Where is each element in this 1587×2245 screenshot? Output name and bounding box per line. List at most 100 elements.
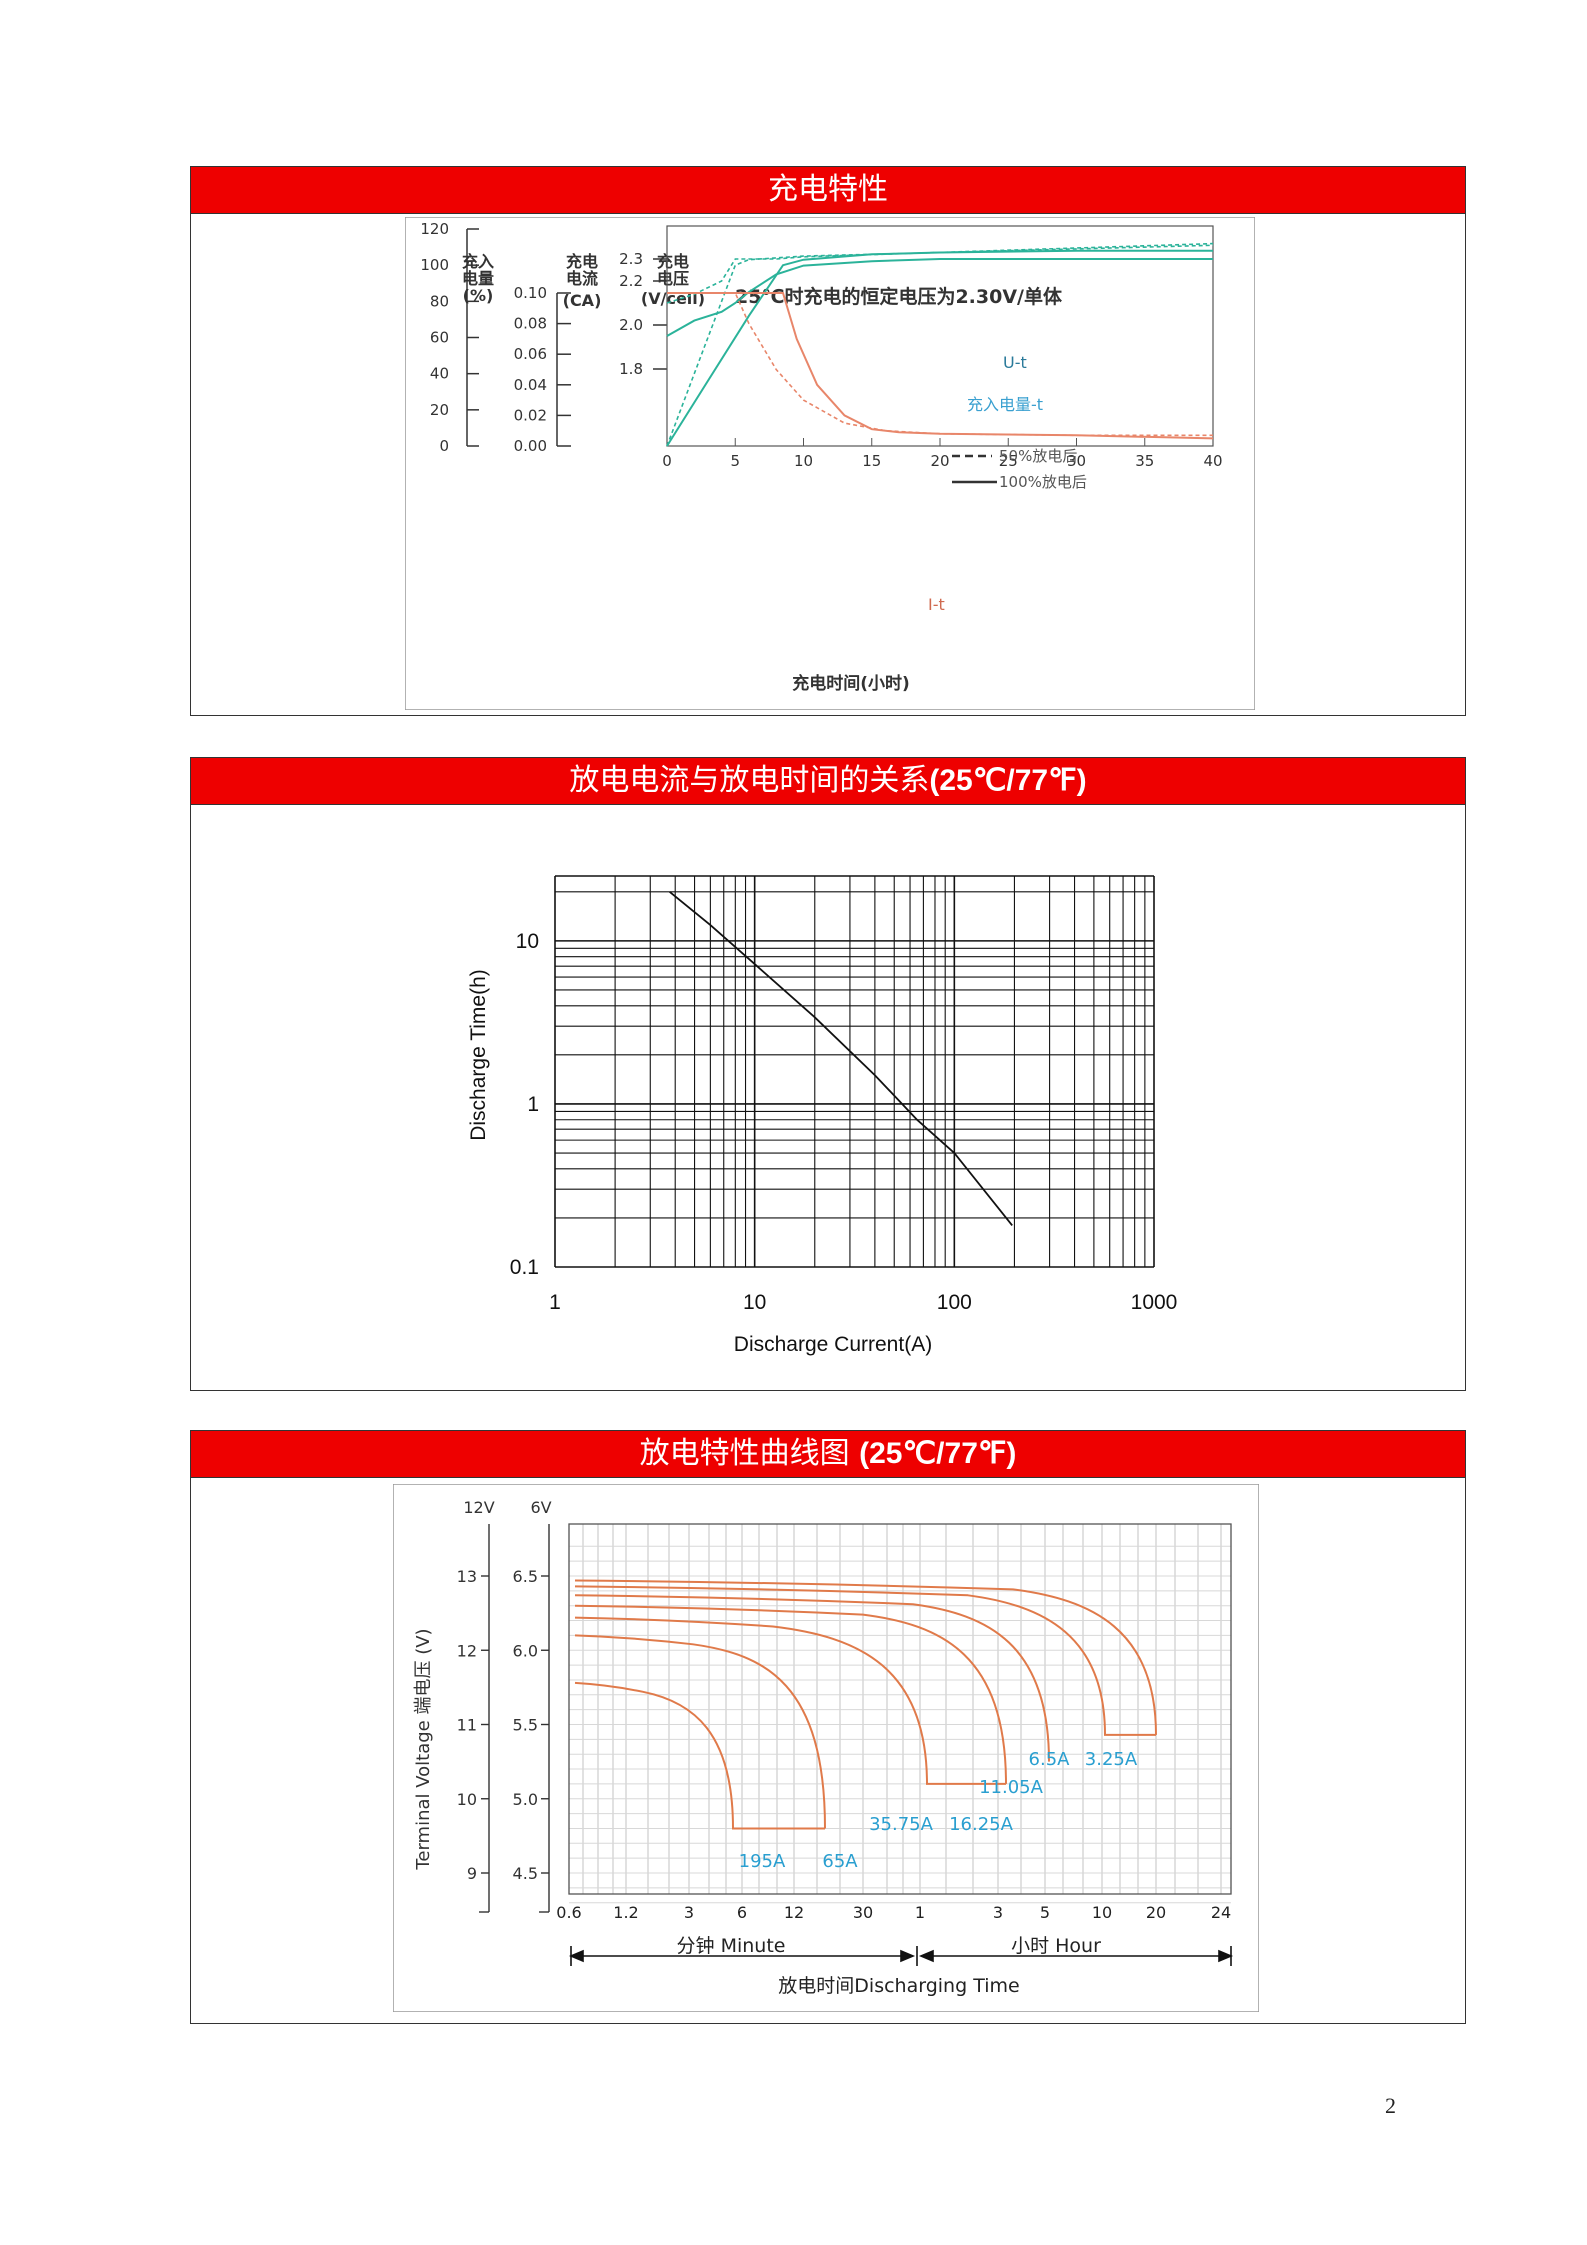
x-tick-label: 20 xyxy=(930,452,949,470)
voltage-tick-label: 2.3 xyxy=(619,250,643,268)
x-axis-label: Discharge Current(A) xyxy=(734,1333,932,1356)
voltage-tick-label: 2.0 xyxy=(619,316,643,334)
discharge-curve-labels: 195A 65A 35.75A 16.25A 11.05A 6.5A 3.25A xyxy=(739,1749,1138,1872)
y-tick-label: 0.1 xyxy=(510,1256,539,1279)
section-title-suffix: (25℃/77℉) xyxy=(859,1437,1017,1470)
x-tick-label: 20 xyxy=(1146,1903,1166,1922)
x-tick-label: 1 xyxy=(549,1291,561,1314)
axis-label-voltage-1: 充电 xyxy=(657,252,689,271)
curve-11.05A xyxy=(574,1594,1050,1762)
axis-label-charge-3: (%) xyxy=(463,286,494,305)
curve-3.25A xyxy=(574,1579,1157,1735)
curve-16.25A xyxy=(574,1604,1007,1784)
x-tick-label: 5 xyxy=(1040,1903,1050,1922)
y-tick-label: 1 xyxy=(527,1093,539,1116)
legend-solid-label: 100%放电后 xyxy=(999,473,1087,491)
discharge-current-time-chart: 1 10 100 1000 0.1 1 10 Discharge Current(A) Di… xyxy=(467,875,1178,1356)
section-title: 充电特性 xyxy=(768,172,888,207)
current-tick-label: 0.10 xyxy=(514,284,547,302)
y-tick-6v: 4.5 xyxy=(513,1864,538,1883)
charge-tick-label: 60 xyxy=(430,329,449,347)
curve-195A xyxy=(574,1681,825,1830)
x-tick-label: 3 xyxy=(684,1903,694,1922)
series-I-t-dashed xyxy=(667,292,1213,437)
current-tick-label: 0.02 xyxy=(514,406,547,424)
voltage-tick-label: 1.8 xyxy=(619,360,643,378)
axis-label-current-2: 电流 xyxy=(566,269,598,288)
curve-label-65A: 65A xyxy=(822,1851,858,1872)
x-tick-label: 25 xyxy=(999,452,1018,470)
curve-6.5A xyxy=(574,1585,1156,1736)
axis-label-voltage-3: (V/cell) xyxy=(641,289,705,308)
annotation-ut: U-t xyxy=(1003,353,1027,372)
time-range-brackets xyxy=(568,1946,1234,1966)
voltage-tick-label: 2.2 xyxy=(619,272,643,290)
series-充入电量-t-solid xyxy=(666,249,1213,447)
curve-label-35.75A: 35.75A xyxy=(869,1814,934,1835)
axis-label-current-1: 充电 xyxy=(566,252,598,271)
curve-35.75A xyxy=(574,1616,1006,1785)
x-tick-label: 1000 xyxy=(1131,1291,1178,1314)
y-axis-6v-header: 6V xyxy=(530,1498,551,1517)
x-tick-label: 24 xyxy=(1211,1903,1231,1922)
current-tick-label: 0.00 xyxy=(514,437,547,455)
charge-tick-label: 80 xyxy=(430,292,449,310)
legend-dashed-label: 50%放电后 xyxy=(999,447,1077,465)
curve-label-6.5A: 6.5A xyxy=(1029,1749,1071,1770)
curve-65A xyxy=(574,1634,826,1829)
charge-tick-label: 0 xyxy=(439,437,449,455)
loglog-tick-labels: 1 10 100 1000 0.1 1 10 xyxy=(510,930,1178,1314)
section-header: 放电特性曲线图 (25℃/77℉) xyxy=(191,1431,1465,1478)
current-tick-label: 0.08 xyxy=(514,315,547,333)
x-tick-label: 15 xyxy=(862,452,881,470)
charge-tick-label: 120 xyxy=(420,220,449,238)
page-number: 2 xyxy=(1385,2093,1396,2118)
hour-label: 小时 Hour xyxy=(1011,1935,1101,1957)
axis-label-current-3: (CA) xyxy=(563,291,602,310)
section-title: 放电特性曲线图 xyxy=(639,1436,850,1471)
series-充入电量-t-dashed xyxy=(666,244,1214,447)
x-tick-label: 40 xyxy=(1203,452,1222,470)
series-U-t-dashed xyxy=(666,242,1214,304)
x-tick-label: 30 xyxy=(853,1903,873,1922)
y-tick-6v: 6.5 xyxy=(513,1567,538,1586)
y-tick-6v: 5.0 xyxy=(513,1790,538,1809)
charge-tick-label: 100 xyxy=(420,256,449,274)
y-axis-label: Discharge Time(h) xyxy=(467,969,490,1141)
x-axis-label: 充电时间(小时) xyxy=(792,673,910,694)
section-title-suffix: (25℃/77℉) xyxy=(929,764,1087,797)
y-tick-12v: 11 xyxy=(457,1716,477,1735)
charge-chart-series xyxy=(666,242,1214,447)
charge-chart-legend: 50%放电后 100%放电后 xyxy=(952,447,1087,491)
section-title: 放电电流与放电时间的关系 xyxy=(569,763,930,798)
x-tick-label: 1.2 xyxy=(613,1903,638,1922)
charge-chart-axes: 0204060801001200.000.020.040.060.080.101… xyxy=(420,220,1222,470)
x-tick-label: 0.6 xyxy=(556,1903,581,1922)
x-tick-label: 10 xyxy=(1092,1903,1112,1922)
x-tick-label: 10 xyxy=(794,452,813,470)
y-tick-6v: 6.0 xyxy=(513,1641,538,1660)
annotation-it: I-t xyxy=(928,595,945,614)
curve-label-195A: 195A xyxy=(739,1851,786,1872)
discharge-time-curve xyxy=(669,891,1013,1226)
discharge-curves xyxy=(574,1579,1157,1830)
y-tick-label: 10 xyxy=(516,930,539,953)
y-tick-12v: 9 xyxy=(467,1864,477,1883)
x-tick-label: 30 xyxy=(1067,452,1086,470)
curve-label-11.05A: 11.05A xyxy=(979,1777,1044,1798)
section-header: 放电电流与放电时间的关系(25℃/77℉) xyxy=(191,758,1465,805)
chart-title: 25℃时充电的恒定电压为2.30V/单体 xyxy=(735,285,1063,308)
x-axis-label: 放电时间Discharging Time xyxy=(778,1975,1019,1997)
minute-label: 分钟 Minute xyxy=(677,1935,786,1957)
axis-label-charge-2: 电量 xyxy=(462,269,494,288)
x-tick-label: 100 xyxy=(937,1291,972,1314)
annotation-charge-t: 充入电量-t xyxy=(967,395,1043,414)
y-axis-label: Terminal Voltage 端电压 (V) xyxy=(413,1628,434,1870)
x-tick-label: 35 xyxy=(1135,452,1154,470)
discharge-grid xyxy=(568,1523,1232,1904)
y-tick-12v: 10 xyxy=(457,1790,477,1809)
charge-tick-label: 40 xyxy=(430,365,449,383)
curve-label-16.25A: 16.25A xyxy=(949,1814,1014,1835)
x-tick-label: 0 xyxy=(662,452,672,470)
